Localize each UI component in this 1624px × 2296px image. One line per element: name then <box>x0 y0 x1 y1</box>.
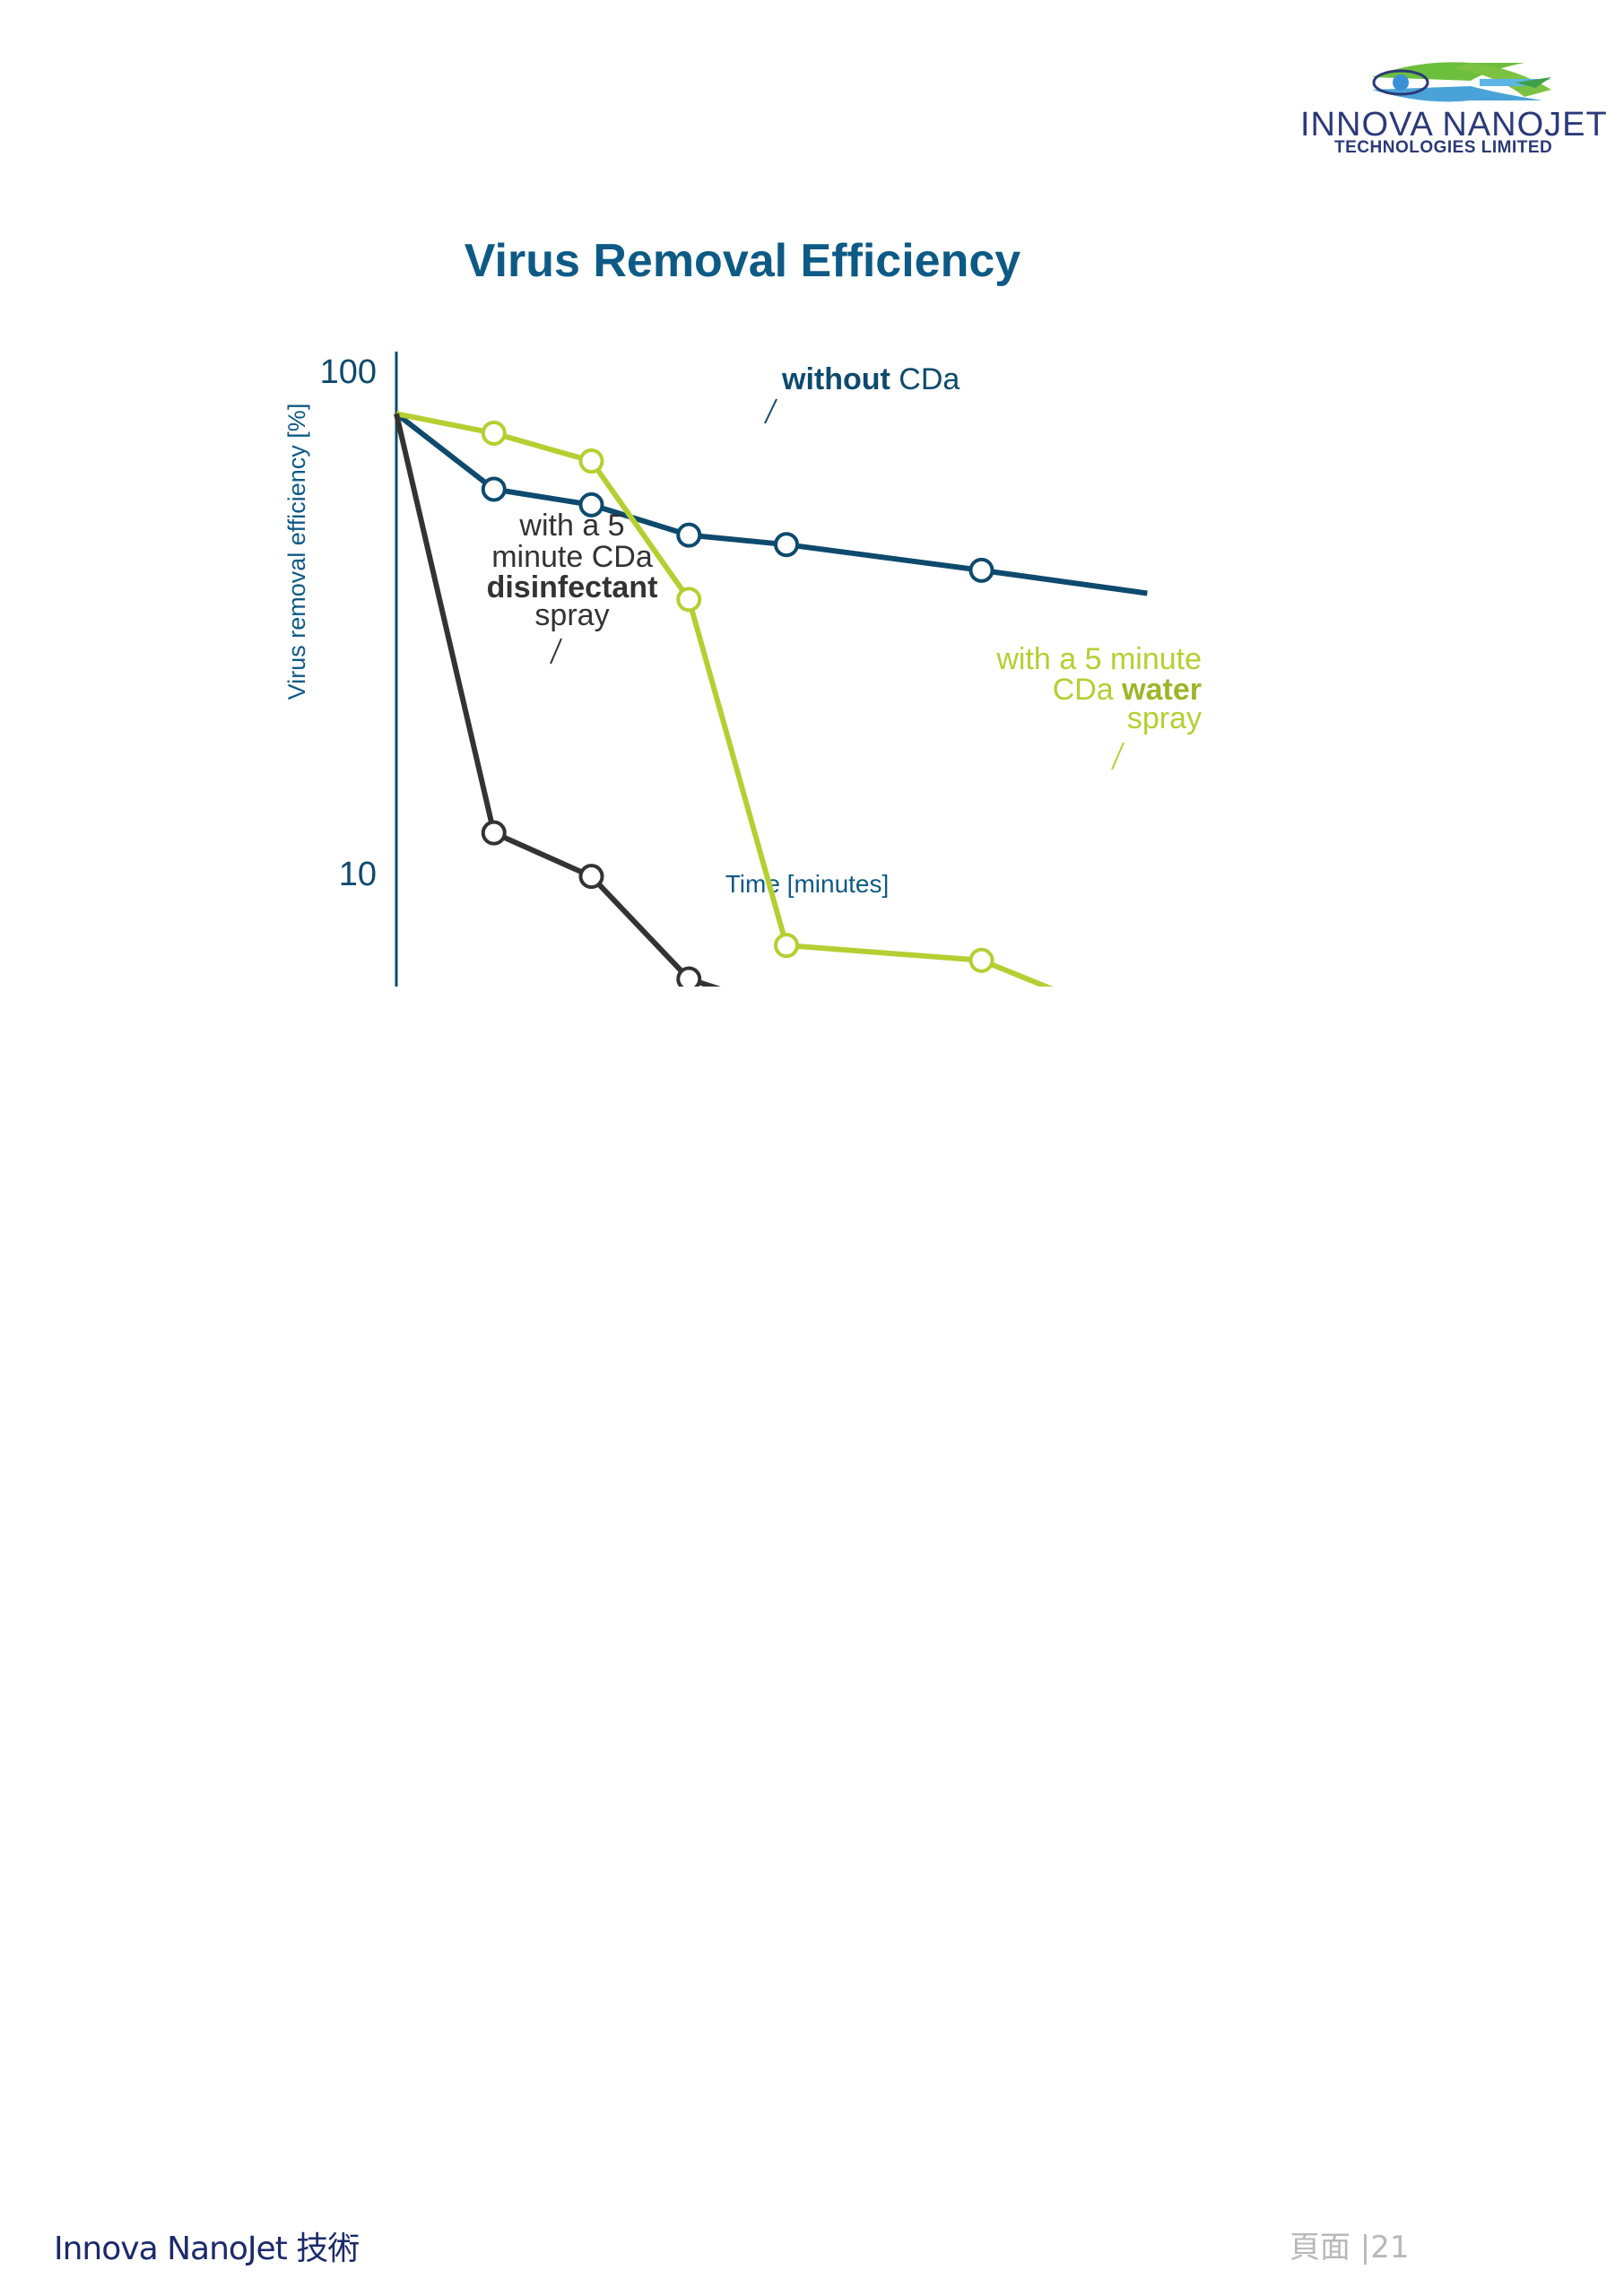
data-point <box>968 557 994 583</box>
data-point <box>774 532 799 558</box>
svg-text:spray: spray <box>534 598 609 632</box>
svg-text:with a 5: with a 5 <box>518 509 624 543</box>
svg-text:with a 5 minute: with a 5 minute <box>995 642 1202 676</box>
annotation-leader-disinfectant <box>550 638 562 665</box>
x-axis-label: Time [minutes] <box>725 870 890 898</box>
chart-title: Virus Removal Efficiency <box>465 235 1021 287</box>
logo-subtitle: TECHNOLOGIES LIMITED <box>1334 138 1553 157</box>
series-line <box>394 413 721 987</box>
annotation-without-cda: without CDa <box>781 362 960 396</box>
annotation-leader-water <box>1111 742 1125 770</box>
annotation-disinfectant: with a 5 minute CDa disinfectant spray <box>487 509 658 632</box>
footer-page-number: 頁面 |21 <box>1290 2230 1410 2266</box>
series-line <box>395 411 1054 987</box>
data-point <box>578 448 604 474</box>
logo-mark <box>1372 62 1551 102</box>
data-point <box>774 933 799 959</box>
data-point <box>578 491 604 517</box>
data-point <box>578 864 604 890</box>
annotation-water: with a 5 minute CDa water spray <box>995 642 1202 735</box>
y-axis-label: Virus removal efficiency [%] <box>283 404 310 700</box>
svg-text:CDa water: CDa water <box>1053 673 1202 707</box>
data-point <box>676 522 702 548</box>
data-point <box>481 420 507 446</box>
svg-text:disinfectant: disinfectant <box>487 570 658 604</box>
data-point <box>968 947 994 973</box>
footer-company: Innova NanoJet 技術 <box>54 2231 360 2267</box>
svg-text:spray: spray <box>1127 701 1202 735</box>
data-point <box>676 587 702 613</box>
chart: Virus Removal Efficiency Virus removal e… <box>283 235 1202 987</box>
data-point <box>481 476 507 502</box>
y-tick-label: 10 <box>339 856 377 893</box>
y-tick-label: 100 <box>320 353 377 391</box>
data-point <box>676 966 702 987</box>
svg-text:minute CDa: minute CDa <box>491 540 653 574</box>
annotation-leader-without <box>764 398 777 424</box>
logo-title: INNOVA NANOJET <box>1300 106 1608 144</box>
data-point <box>481 820 507 846</box>
